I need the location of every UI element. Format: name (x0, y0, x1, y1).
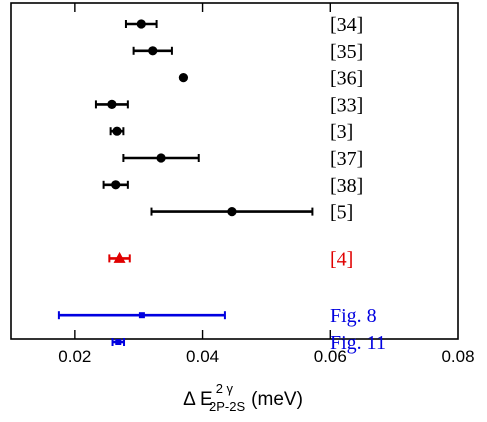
point-label: [34] (330, 14, 363, 36)
x-tick-label: 0.04 (186, 347, 219, 366)
data-point (109, 126, 125, 136)
data-point (102, 180, 129, 190)
point-marker (115, 339, 122, 345)
data-point (108, 251, 131, 263)
data-point (124, 19, 158, 29)
x-tick-label: 0.08 (441, 347, 474, 366)
data-point (111, 338, 126, 346)
x-ticks (74, 3, 331, 339)
x-title-unit: (meV) (251, 389, 303, 410)
point-marker (136, 19, 146, 29)
x-tick-label: 0.06 (314, 347, 347, 366)
point-marker (156, 153, 166, 163)
plot-frame (10, 2, 459, 340)
point-label: Fig. 8 (330, 305, 377, 327)
point-label: Fig. 11 (330, 332, 386, 354)
data-marks (57, 19, 314, 346)
x-title-base: Δ E (183, 389, 213, 410)
data-point (122, 153, 200, 163)
point-marker (138, 312, 145, 319)
point-marker (148, 46, 158, 56)
point-marker (113, 251, 126, 263)
data-point (94, 99, 129, 109)
x-tick-labels: 0.02 0.04 0.06 0.08 (58, 347, 474, 366)
point-marker (111, 180, 121, 190)
point-label: [4] (330, 248, 353, 270)
point-marker (107, 99, 117, 109)
point-marker (112, 126, 122, 136)
point-labels: [34] [35] [36] [33] [3] [37] [38] [5] [4] Fig. 8 F… (330, 14, 386, 354)
point-label: [36] (330, 68, 363, 90)
data-point (178, 73, 189, 83)
data-point (150, 207, 314, 217)
point-label: [37] (330, 148, 363, 170)
point-marker (227, 207, 237, 217)
x-tick-label: 0.02 (58, 347, 91, 366)
point-marker (178, 73, 189, 83)
x-title-subscript: 2P-2S (209, 399, 245, 414)
x-title-superscript: 2 γ (216, 381, 234, 396)
point-label: [38] (330, 175, 363, 197)
data-point (57, 311, 226, 320)
point-label: [33] (330, 94, 363, 116)
point-label: [3] (330, 121, 353, 143)
point-label: [35] (330, 41, 363, 63)
x-axis-title: Δ E2 γ 2P-2S (meV) (183, 381, 303, 414)
point-label: [5] (330, 202, 353, 224)
data-point (132, 46, 173, 56)
